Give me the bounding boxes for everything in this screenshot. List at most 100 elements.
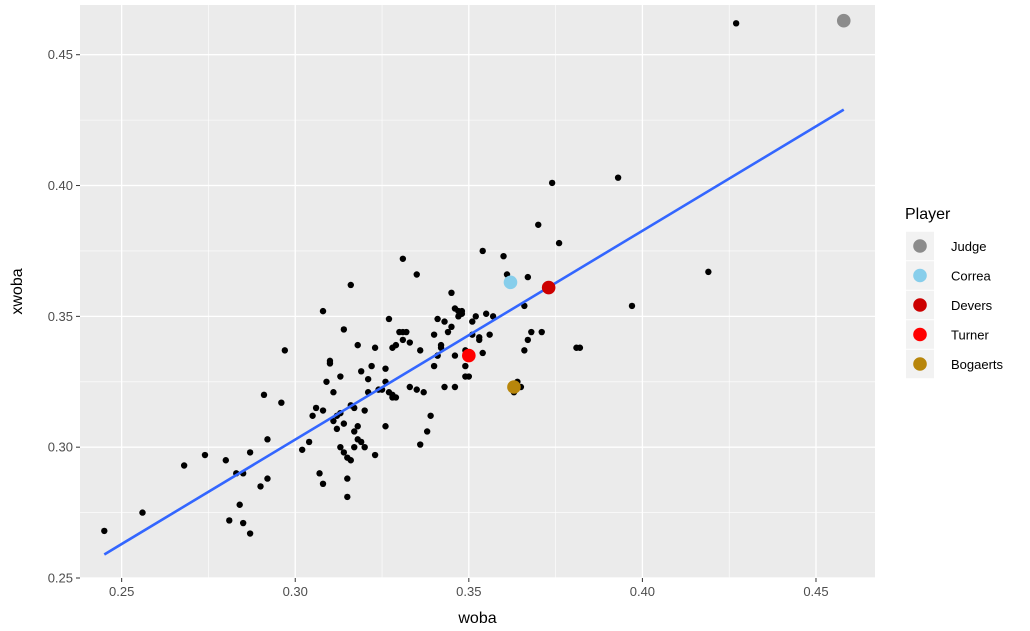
data-point	[628, 302, 636, 310]
data-point	[246, 449, 254, 456]
data-point	[316, 470, 323, 477]
data-point	[222, 457, 230, 464]
data-point	[441, 318, 448, 325]
data-point	[260, 391, 268, 399]
data-point	[337, 443, 344, 451]
data-point	[448, 289, 455, 297]
player-point-devers	[541, 280, 556, 295]
data-point	[347, 281, 354, 289]
data-point	[420, 389, 427, 396]
data-point	[430, 362, 438, 370]
data-point	[524, 273, 532, 281]
data-point	[330, 417, 337, 425]
x-tick-label: 0.45	[803, 584, 828, 599]
data-point	[354, 341, 361, 349]
data-point	[705, 268, 712, 276]
data-point	[479, 349, 486, 357]
data-point	[330, 389, 337, 396]
data-point	[340, 449, 348, 456]
data-point	[264, 475, 271, 482]
data-point	[298, 446, 306, 453]
data-point	[392, 394, 400, 401]
x-tick-label: 0.30	[283, 584, 308, 599]
data-point	[351, 428, 358, 435]
data-point	[444, 328, 452, 336]
player-point-correa	[503, 275, 518, 290]
legend-key-bogaerts	[913, 357, 927, 371]
data-point	[476, 334, 483, 341]
data-point	[358, 368, 365, 375]
legend-label-bogaerts: Bogaerts	[951, 357, 1004, 372]
data-point	[555, 239, 563, 247]
data-point	[319, 407, 327, 414]
y-axis: 0.25 0.30 0.35 0.40 0.45	[48, 47, 80, 586]
legend-label-judge: Judge	[951, 239, 986, 254]
data-point	[101, 527, 108, 535]
data-point	[392, 341, 400, 349]
regression-line	[103, 108, 845, 556]
data-point	[371, 344, 379, 351]
data-point	[399, 336, 407, 344]
data-point	[385, 315, 393, 323]
data-point	[312, 404, 320, 412]
x-tick-label: 0.25	[109, 584, 134, 599]
data-point	[535, 221, 542, 228]
data-point	[406, 339, 414, 346]
data-point	[344, 475, 351, 482]
legend-label-correa: Correa	[951, 269, 992, 284]
data-point	[417, 441, 424, 448]
data-point	[382, 365, 389, 372]
y-tick-label: 0.30	[48, 440, 73, 455]
legend-key-judge	[913, 239, 927, 253]
minor-gridlines	[80, 5, 875, 578]
x-tick-label: 0.35	[456, 584, 481, 599]
data-point	[364, 375, 372, 383]
data-point	[482, 310, 490, 317]
x-tick-label: 0.40	[630, 584, 655, 599]
data-point	[413, 386, 420, 393]
data-point	[361, 443, 368, 451]
plot-panel	[80, 5, 875, 578]
data-point	[465, 373, 473, 380]
data-point	[427, 412, 434, 419]
data-point	[732, 20, 740, 27]
data-point	[403, 328, 410, 336]
y-tick-label: 0.25	[48, 571, 73, 586]
data-point	[489, 313, 497, 320]
data-point	[340, 420, 348, 427]
y-tick-label: 0.40	[48, 178, 73, 193]
player-point-judge	[836, 13, 851, 28]
major-gridlines	[80, 5, 875, 579]
data-point	[441, 383, 448, 391]
data-point	[371, 451, 379, 459]
data-point	[500, 252, 507, 260]
data-point	[347, 457, 354, 464]
data-point	[434, 315, 441, 323]
data-point	[521, 347, 528, 354]
data-point	[351, 443, 358, 451]
legend-key-devers	[913, 298, 927, 312]
data-point	[139, 509, 146, 516]
data-point	[319, 307, 327, 315]
data-point	[326, 357, 334, 365]
legend-label-devers: Devers	[951, 298, 993, 313]
player-point-turner	[462, 348, 476, 363]
data-point	[614, 174, 622, 181]
data-point	[486, 331, 493, 338]
data-point	[340, 326, 348, 333]
data-point	[479, 247, 486, 255]
data-point	[448, 323, 455, 331]
highlighted-player-points	[462, 13, 851, 394]
player-point-bogaerts	[507, 380, 521, 394]
data-point	[264, 436, 271, 443]
data-point	[239, 519, 247, 527]
data-point	[451, 352, 459, 359]
legend-key-turner	[913, 327, 927, 342]
y-tick-label: 0.45	[48, 47, 73, 62]
data-point	[358, 438, 365, 446]
data-point	[528, 328, 535, 336]
data-point	[354, 423, 361, 430]
data-point	[323, 378, 330, 385]
data-point	[361, 407, 368, 414]
